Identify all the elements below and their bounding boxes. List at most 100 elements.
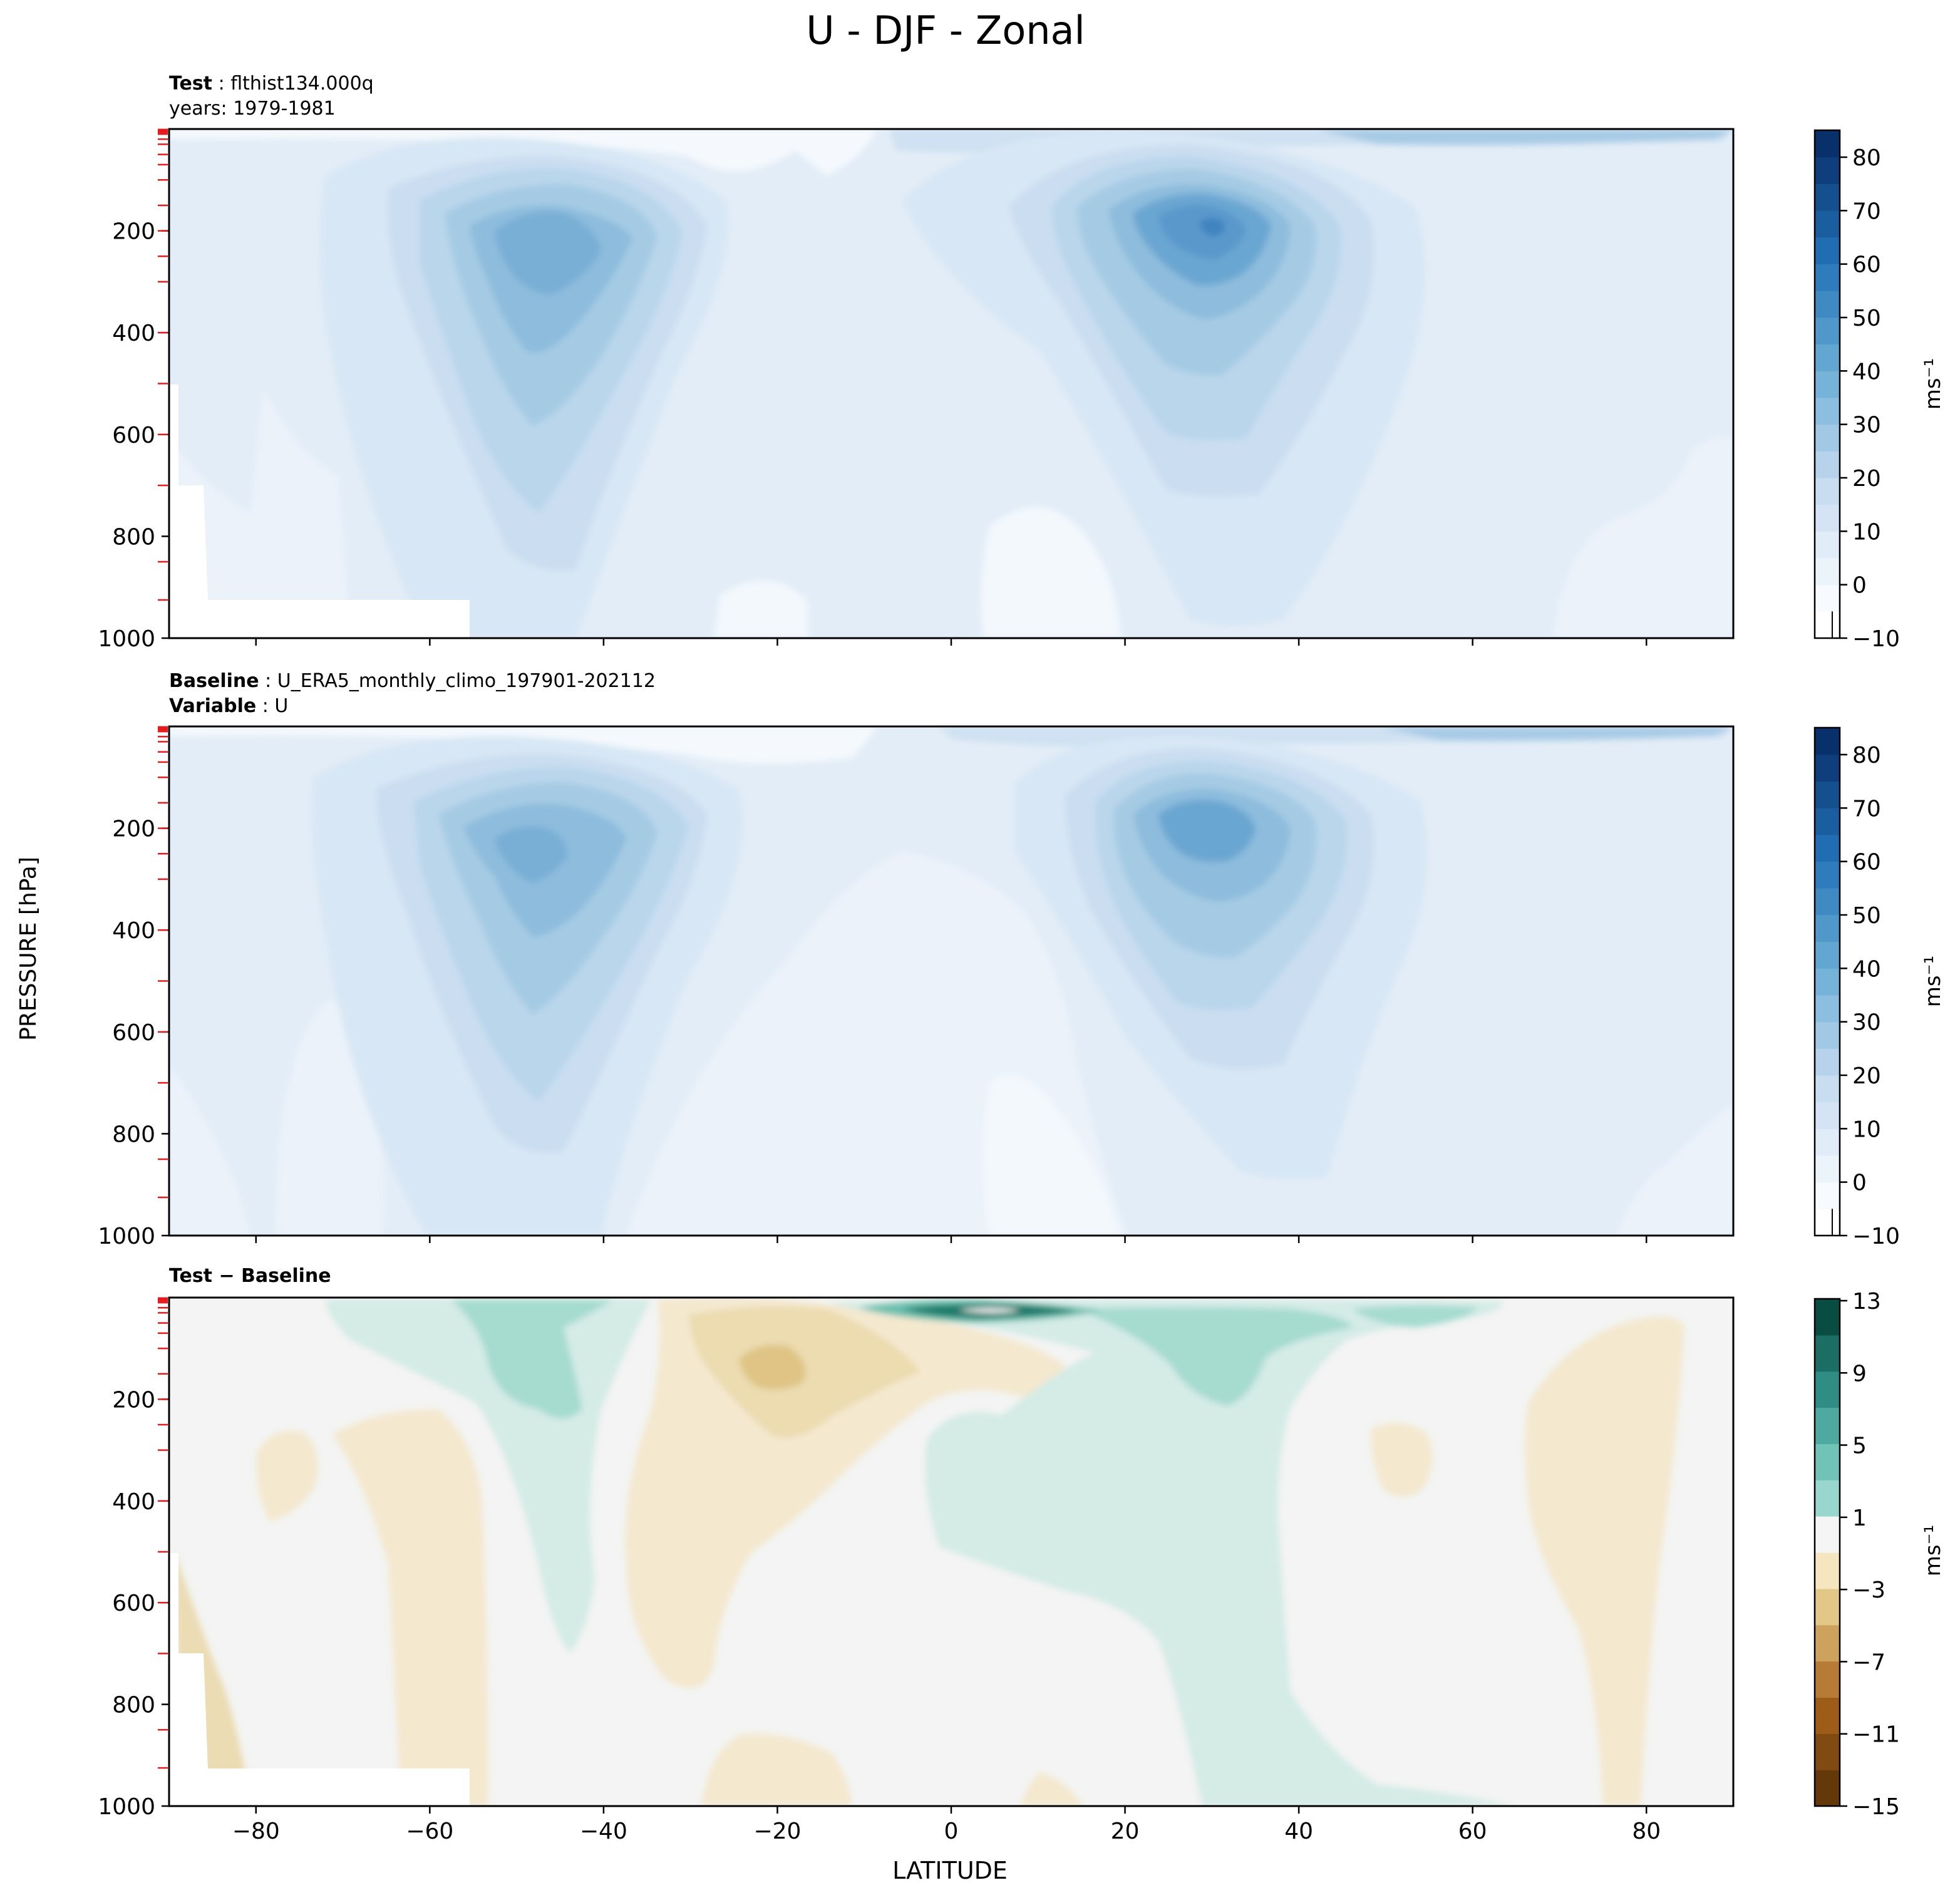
colorbar-frame	[1813, 1298, 1841, 1807]
x-tick-label: 60	[1458, 1819, 1487, 1844]
x-tick-label: 0	[944, 1819, 959, 1844]
colorbar-segment	[1815, 1075, 1840, 1103]
figure-title: U - DJF - Zonal	[806, 8, 1085, 53]
jet-nh-core	[1158, 800, 1256, 862]
header-run: : U_ERA5_monthly_climo_197901-202112	[259, 670, 656, 692]
y-tick-label: 400	[112, 918, 155, 944]
field-low-band	[169, 129, 877, 175]
header-run: years: 1979-1981	[169, 98, 336, 120]
y-tick-label: 800	[112, 1693, 155, 1718]
colorbar-diff-label: ms⁻¹	[1921, 1525, 1946, 1576]
missing-data-region	[169, 385, 470, 638]
colorbar-segment	[1815, 424, 1840, 452]
y-axis-diff: 200 400 600 800 1000	[98, 1297, 169, 1820]
y-tick-label: 400	[112, 1489, 155, 1515]
field-low-band	[1378, 726, 1733, 741]
panel-diff: Test − Baseline	[98, 1265, 1946, 1844]
colorbar-segment	[1815, 504, 1840, 532]
colorbar-segment	[1815, 1299, 1840, 1336]
colorbar-tick-label: 0	[1852, 573, 1867, 599]
y-tick-label: 200	[112, 1387, 155, 1413]
colorbar-tick-label: 10	[1852, 1117, 1881, 1142]
colorbar-tick-label: 50	[1852, 903, 1881, 929]
diff-negative-band	[701, 1733, 852, 1806]
colorbar-segment	[1815, 1624, 1840, 1662]
colorbar-segment	[1815, 344, 1840, 371]
diff-negative-band	[332, 1409, 488, 1806]
colorbar-tick-label: 20	[1852, 1063, 1881, 1089]
header-run: Test − Baseline	[169, 1265, 331, 1287]
colorbar-frame	[1813, 726, 1841, 1237]
y-tick-label: 1000	[98, 626, 155, 652]
panel-baseline-header-line-1: Baseline : U_ERA5_monthly_climo_197901-2…	[169, 670, 656, 692]
y-tick-label: 200	[112, 817, 155, 842]
y-tick-label: 1000	[98, 1794, 155, 1820]
jet-sh-core	[495, 827, 567, 883]
colorbar-segment	[1815, 1480, 1840, 1517]
contour-field-diff	[169, 1298, 1733, 1806]
jet-sh-core	[495, 212, 601, 294]
panel-baseline-header: Baseline : U_ERA5_monthly_climo_197901-2…	[169, 670, 656, 717]
colorbar-segment	[1815, 781, 1840, 808]
y-tick-label: 600	[112, 1020, 155, 1046]
diff-positive-band	[451, 1299, 614, 1418]
y-tick-label: 800	[112, 1122, 155, 1147]
field-low-band	[983, 1074, 1121, 1236]
colorbar-tick-label: 10	[1852, 519, 1881, 545]
colorbar-segment	[1815, 157, 1840, 184]
colorbar-tick-label: 9	[1852, 1361, 1867, 1386]
colorbar-segment	[1815, 1661, 1840, 1698]
x-axis-diff: −80 −60 −40 −20 0 20 40 60 80	[232, 1806, 1661, 1844]
y-tick-label: 600	[112, 1591, 155, 1616]
field-low-band	[981, 507, 1121, 638]
y-axis-test: 200 400 600 800 1000	[98, 128, 169, 652]
colorbar-segment	[1815, 584, 1840, 612]
x-tick-label: 40	[1284, 1819, 1313, 1844]
colorbar-segment	[1815, 1209, 1840, 1236]
colorbar-test: 80 70 60 50 40 30 20 10 0 −10	[1813, 129, 1900, 652]
panel-test-header-line-1: Test : flthist134.000q	[169, 73, 374, 95]
colorbar-segment	[1815, 1770, 1840, 1807]
colorbar-segment	[1815, 130, 1840, 158]
colorbar-segment	[1815, 1335, 1840, 1372]
colorbar-segment	[1815, 397, 1840, 425]
y-tick-label: 400	[112, 321, 155, 346]
colorbar-segment	[1815, 1155, 1840, 1183]
colorbar-tick-label: 40	[1852, 359, 1881, 385]
colorbar-tick-label: −11	[1852, 1722, 1900, 1748]
field-low-band	[1553, 436, 1733, 638]
colorbar-segment	[1815, 888, 1840, 916]
colorbar-tick-label: −10	[1852, 626, 1900, 652]
field-low-band	[1616, 1102, 1733, 1236]
colorbar-baseline-label: ms⁻¹	[1921, 956, 1946, 1007]
colorbar-segment	[1815, 291, 1840, 318]
y-tick-label: 1000	[98, 1224, 155, 1249]
panel-test-header: Test : flthist134.000q years: 1979-1981	[169, 73, 374, 120]
field-low-band	[169, 1065, 250, 1236]
colorbar-segment	[1815, 477, 1840, 505]
colorbar-segment	[1815, 451, 1840, 478]
missing-data-region	[169, 1553, 470, 1806]
colorbar-segment	[1815, 183, 1840, 211]
x-axis-baseline	[255, 1236, 1648, 1243]
colorbar-tick-label: 80	[1852, 743, 1881, 768]
colorbar-segment	[1815, 994, 1840, 1023]
y-tick-label: 200	[112, 219, 155, 245]
colorbar-segment	[1815, 728, 1840, 755]
field-low-band	[169, 388, 351, 638]
diff-positive-band	[1077, 1307, 1353, 1406]
panel-test-header-line-2: years: 1979-1981	[169, 98, 336, 120]
field-low-band	[1315, 129, 1733, 145]
colorbar-segment	[1815, 237, 1840, 265]
x-tick-label: 80	[1632, 1819, 1661, 1844]
colorbar-segment	[1815, 1128, 1840, 1156]
colorbar-segment	[1815, 264, 1840, 291]
colorbar-segment	[1815, 1588, 1840, 1626]
header-run: Baseline	[169, 670, 259, 692]
y-axis-label: PRESSURE [hPa]	[16, 857, 41, 1041]
colorbar-tick-label: 80	[1852, 145, 1881, 171]
colorbar-segment	[1815, 1552, 1840, 1589]
contour-field-baseline	[169, 726, 1733, 1236]
colorbar-segment	[1815, 1407, 1840, 1445]
colorbar-segment	[1815, 1021, 1840, 1049]
